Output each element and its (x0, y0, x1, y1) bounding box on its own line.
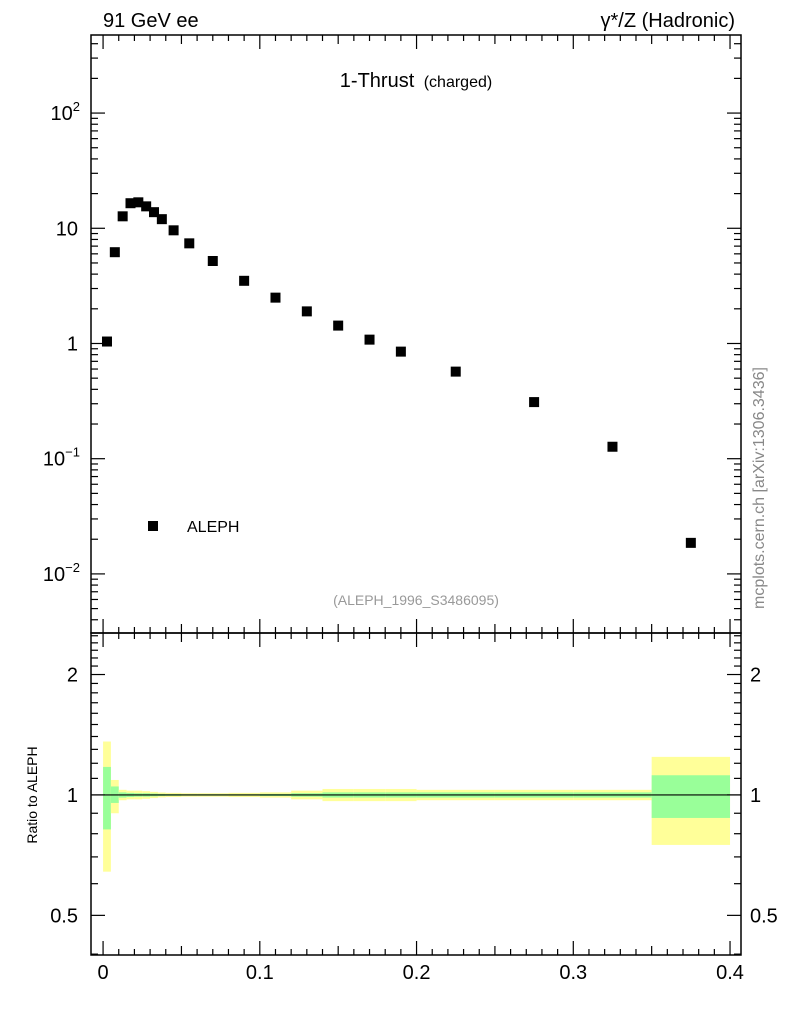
data-point (141, 201, 152, 212)
ratio-y-tick-label-right: 1 (750, 785, 761, 807)
ratio-y-tick-label-left: 1 (67, 785, 78, 807)
data-point (207, 255, 218, 266)
x-tick-label: 0.3 (559, 962, 587, 984)
data-point (301, 306, 312, 317)
y-tick-base: 1 (67, 333, 78, 355)
ratio-band-inner (103, 766, 111, 830)
ratio-ylabel: Ratio to ALEPH (24, 746, 40, 843)
data-point (333, 320, 344, 331)
header-left: 91 GeV ee (103, 10, 199, 32)
ratio-y-tick-label-left: 0.5 (50, 905, 78, 927)
data-point (529, 397, 540, 408)
x-tick-label: 0.1 (246, 962, 274, 984)
y-tick-base: 10 (51, 103, 73, 125)
header-right: γ*/Z (Hadronic) (601, 10, 735, 32)
data-points (101, 197, 696, 548)
y-tick-label: 1 (67, 333, 78, 355)
y-tick-exponent: −1 (65, 445, 80, 460)
watermark: mcplots.cern.ch [arXiv:1306.3436] (751, 367, 768, 609)
data-point (109, 247, 120, 258)
y-tick-label: 102 (51, 99, 80, 125)
plot-title-main: 1-Thrust (340, 70, 415, 92)
y-tick-exponent: 2 (73, 99, 80, 114)
plot-title: 1-Thrust (charged) (340, 70, 492, 92)
data-point (156, 214, 167, 225)
data-point (270, 292, 281, 303)
upper-frame (90, 34, 742, 634)
analysis-id: (ALEPH_1996_S3486095) (333, 592, 499, 608)
data-point (133, 197, 144, 208)
y-tick-exponent: −2 (65, 560, 80, 575)
legend-marker (148, 521, 158, 531)
legend-label: ALEPH (187, 519, 239, 536)
lower-frame (90, 632, 742, 956)
data-point (101, 336, 112, 347)
y-tick-label: 10−2 (43, 560, 80, 586)
y-tick-label: 10 (56, 218, 78, 240)
ratio-y-tick-label-right: 0.5 (750, 905, 778, 927)
ratio-y-tick-label-left: 2 (67, 665, 78, 687)
data-point (117, 211, 128, 222)
y-tick-base: 10 (43, 449, 65, 471)
data-point (395, 346, 406, 357)
data-point (450, 366, 461, 377)
data-point (168, 225, 179, 236)
data-point (184, 238, 195, 249)
x-tick-label: 0.2 (403, 962, 431, 984)
plot-title-sub: (charged) (424, 74, 492, 91)
y-tick-base: 10 (43, 564, 65, 586)
x-tick-label: 0 (98, 962, 109, 984)
ratio-y-tick-label-right: 2 (750, 665, 761, 687)
data-point (125, 198, 136, 209)
y-tick-label: 10−1 (43, 445, 80, 471)
data-point (149, 207, 160, 218)
data-point (239, 275, 250, 286)
data-point (364, 334, 375, 345)
data-point (685, 537, 696, 548)
data-point (607, 441, 618, 452)
x-tick-label: 0.4 (716, 962, 744, 984)
ratio-band-inner (651, 775, 731, 818)
y-tick-base: 10 (56, 218, 78, 240)
ratio-bands (103, 741, 731, 872)
